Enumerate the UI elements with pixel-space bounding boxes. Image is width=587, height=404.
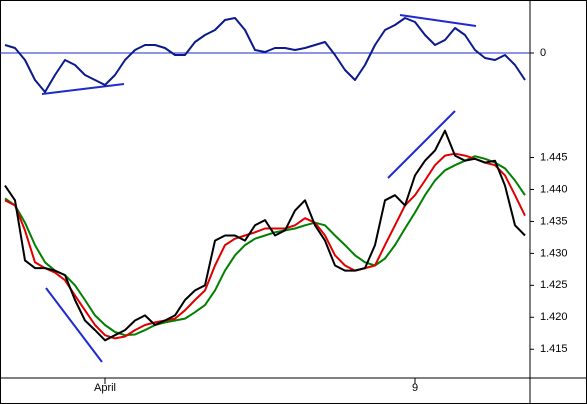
trend-line [387,110,456,179]
series-line [4,129,526,342]
trend-line [41,83,125,95]
series-line [4,152,526,340]
y-tick-label: 0 [540,47,546,59]
x-tick-label: 9 [412,382,418,394]
series-line [4,17,526,93]
trend-line [45,287,103,363]
y-tick-label: 1.445 [540,151,568,163]
x-tick-label: April [94,382,116,394]
y-tick-label: 1.415 [540,343,568,355]
trend-line [399,14,477,27]
y-tick-label: 1.440 [540,183,568,195]
y-tick-label: 1.425 [540,279,568,291]
trend-lines [41,14,477,363]
series-line [4,155,526,337]
y-tick-label: 1.430 [540,247,568,259]
y-tick-label: 1.435 [540,215,568,227]
y-tick-label: 1.420 [540,311,568,323]
